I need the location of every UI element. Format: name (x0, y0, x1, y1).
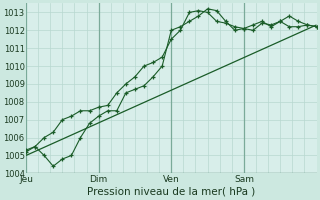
X-axis label: Pression niveau de la mer( hPa ): Pression niveau de la mer( hPa ) (87, 187, 255, 197)
